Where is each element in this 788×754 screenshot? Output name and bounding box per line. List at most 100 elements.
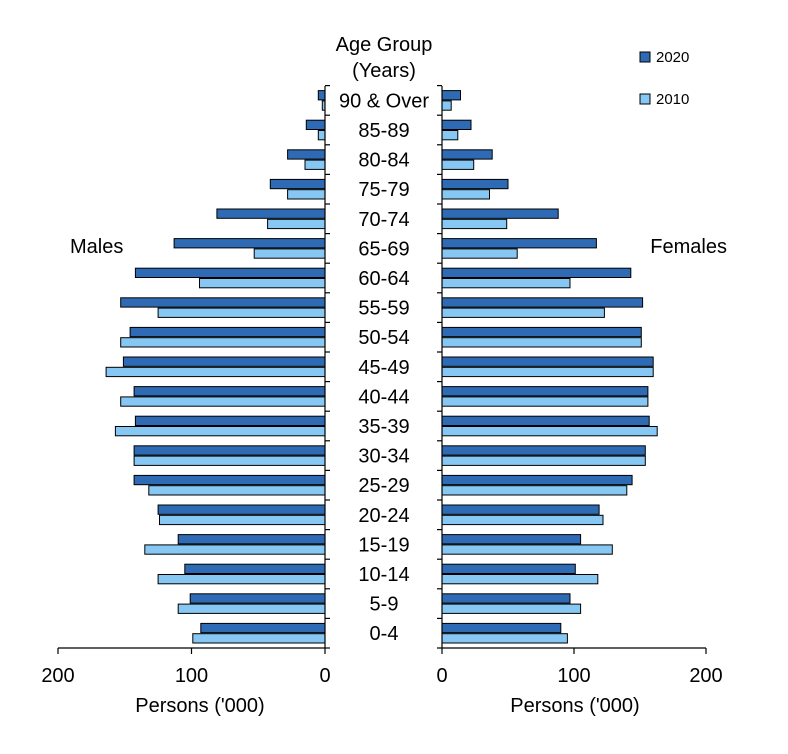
female-bar-2020-50-54 (441, 326, 642, 338)
female-bar-2010-0-4 (441, 633, 568, 644)
age-label-50-54: 50-54 (358, 327, 409, 349)
female-bar-2010-5-9 (441, 603, 582, 614)
male-bar-2010-15-19 (144, 544, 326, 555)
male-bar-2010-85-89 (317, 130, 326, 141)
male-bar-2010-40-44 (120, 396, 326, 407)
age-label-70-74: 70-74 (358, 209, 409, 231)
male-bar-2020-45-49 (122, 356, 326, 367)
male-x-tick-label: 100 (175, 665, 208, 687)
female-bar-2010-25-29 (441, 485, 628, 496)
male-bar-2020-60-64 (134, 267, 326, 279)
center-title-line-1: Age Group (336, 34, 433, 56)
male-bar-2020-0-4 (200, 622, 326, 634)
female-bar-2010-55-59 (441, 307, 605, 318)
female-bar-2020-10-14 (441, 563, 576, 575)
female-bar-2020-30-34 (441, 445, 646, 456)
female-bar-2020-25-29 (441, 474, 633, 486)
age-label-80-84: 80-84 (358, 150, 409, 172)
center-title-line-2: (Years) (352, 60, 416, 82)
female-bar-2010-10-14 (441, 574, 599, 585)
male-bar-2020-25-29 (133, 474, 326, 486)
male-bar-2010-0-4 (192, 633, 326, 644)
female-bar-2020-5-9 (441, 593, 571, 604)
female-x-tick-label: 100 (557, 665, 590, 687)
female-x-tick-label: 0 (436, 665, 447, 687)
age-label-55-59: 55-59 (358, 298, 409, 320)
male-bar-2020-85-89 (305, 119, 326, 130)
age-label-65-69: 65-69 (358, 238, 409, 260)
age-label-90-over: 90 & Over (339, 90, 429, 112)
female-bar-2010-35-39 (441, 426, 658, 437)
male-bars (105, 90, 326, 644)
male-x-axis-label: Persons ('000) (135, 695, 264, 717)
female-bar-2010-45-49 (441, 366, 654, 378)
male-bar-2020-65-69 (173, 238, 326, 249)
female-bars (441, 90, 658, 644)
female-bar-2010-75-79 (441, 189, 490, 200)
male-bar-2010-10-14 (157, 574, 326, 585)
female-bar-2020-70-74 (441, 208, 559, 219)
male-bar-2010-45-49 (105, 366, 326, 378)
female-bar-2020-65-69 (441, 238, 597, 249)
male-bar-2020-40-44 (133, 386, 326, 397)
axes: 200 100 0 0 100 200 (41, 84, 723, 687)
female-bar-2020-40-44 (441, 386, 649, 397)
female-bar-2010-40-44 (441, 396, 649, 407)
female-bar-2010-90-over (441, 100, 452, 111)
male-bar-2020-35-39 (134, 415, 326, 427)
male-bar-2010-50-54 (120, 337, 326, 348)
male-bar-2020-5-9 (189, 593, 326, 604)
male-x-tick-label: 200 (41, 665, 74, 687)
age-label-10-14: 10-14 (358, 564, 409, 586)
female-bar-2010-50-54 (441, 337, 642, 348)
female-bar-2010-30-34 (441, 455, 646, 466)
female-bar-2010-65-69 (441, 248, 518, 259)
age-label-75-79: 75-79 (358, 179, 409, 201)
male-bar-2010-80-84 (304, 159, 326, 170)
legend-label-2020: 2020 (656, 49, 689, 66)
males-label: Males (70, 236, 123, 258)
female-bar-2020-45-49 (441, 356, 654, 367)
male-bar-2010-75-79 (287, 189, 326, 200)
male-bar-2020-20-24 (157, 504, 326, 515)
female-bar-2020-15-19 (441, 534, 582, 545)
legend-swatch-2010 (639, 93, 651, 105)
female-x-axis-label: Persons ('000) (510, 695, 639, 717)
male-bar-2020-55-59 (120, 297, 326, 308)
age-label-25-29: 25-29 (358, 475, 409, 497)
female-bar-2010-60-64 (441, 278, 571, 289)
female-bar-2010-15-19 (441, 544, 613, 555)
female-x-tick-label: 200 (689, 665, 722, 687)
female-bar-2010-85-89 (441, 130, 459, 141)
male-bar-2010-60-64 (199, 278, 326, 289)
male-bar-2020-30-34 (133, 445, 326, 456)
male-bar-2020-75-79 (269, 178, 326, 190)
female-bar-2010-20-24 (441, 514, 604, 526)
age-label-5-9: 5-9 (370, 594, 399, 616)
male-bar-2010-25-29 (148, 485, 326, 496)
male-bar-2020-15-19 (177, 534, 326, 545)
male-bar-2010-35-39 (114, 426, 326, 437)
age-label-0-4: 0-4 (370, 623, 399, 645)
female-bar-2020-20-24 (441, 504, 600, 515)
female-bar-2020-0-4 (441, 622, 562, 634)
male-bar-2010-5-9 (177, 603, 326, 614)
female-bar-2010-70-74 (441, 218, 508, 230)
male-bar-2020-10-14 (184, 563, 326, 575)
male-bar-2020-90-over (317, 90, 326, 101)
age-label-85-89: 85-89 (358, 120, 409, 142)
female-bar-2020-80-84 (441, 149, 493, 160)
female-bar-2010-80-84 (441, 159, 475, 170)
male-x-tick-label: 0 (319, 665, 330, 687)
age-label-45-49: 45-49 (358, 357, 409, 379)
male-bar-2020-80-84 (287, 149, 326, 160)
legend: 2020 2010 (639, 49, 689, 108)
male-bar-2020-70-74 (216, 208, 326, 219)
age-label-15-19: 15-19 (358, 534, 409, 556)
male-bar-2020-50-54 (129, 326, 326, 338)
age-label-30-34: 30-34 (358, 446, 409, 468)
male-bar-2010-20-24 (159, 514, 326, 526)
male-bar-2010-70-74 (267, 218, 326, 230)
age-label-35-39: 35-39 (358, 416, 409, 438)
age-group-labels: 0-4 5-9 10-14 15-19 20-24 25-29 30-34 35-39 40-4… (339, 90, 429, 645)
